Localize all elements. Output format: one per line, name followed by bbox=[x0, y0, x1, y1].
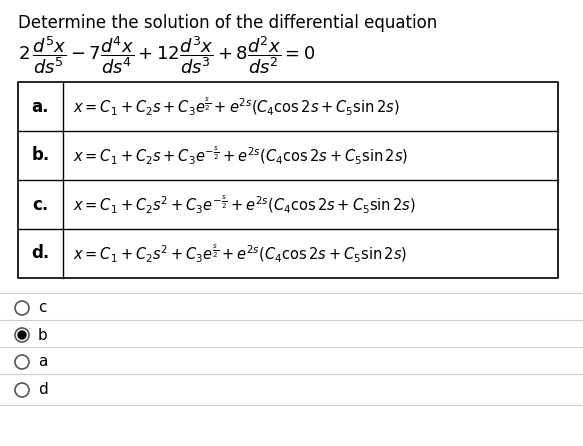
Circle shape bbox=[15, 301, 29, 315]
Text: $x = C_1 + C_2s + C_3e^{\frac{s}{2}} + e^{2s}(C_4\cos2s + C_5\sin2s)$: $x = C_1 + C_2s + C_3e^{\frac{s}{2}} + e… bbox=[73, 95, 399, 117]
Text: a: a bbox=[38, 355, 47, 369]
Text: b.: b. bbox=[31, 146, 50, 165]
FancyBboxPatch shape bbox=[18, 82, 558, 278]
Text: c.: c. bbox=[33, 195, 48, 214]
Text: Determine the solution of the differential equation: Determine the solution of the differenti… bbox=[18, 14, 437, 32]
Text: c: c bbox=[38, 301, 47, 315]
Text: a.: a. bbox=[31, 98, 49, 116]
Text: b: b bbox=[38, 327, 48, 343]
Circle shape bbox=[18, 331, 26, 339]
Text: $x = C_1 + C_2s^2 + C_3e^{\frac{s}{2}} + e^{2s}(C_4\cos2s + C_5\sin2s)$: $x = C_1 + C_2s^2 + C_3e^{\frac{s}{2}} +… bbox=[73, 243, 408, 264]
Text: $2\,\dfrac{d^5x}{ds^5} - 7\dfrac{d^4x}{ds^4} + 12\dfrac{d^3x}{ds^3} + 8\dfrac{d^: $2\,\dfrac{d^5x}{ds^5} - 7\dfrac{d^4x}{d… bbox=[18, 34, 315, 76]
Text: d: d bbox=[38, 383, 48, 397]
Circle shape bbox=[15, 328, 29, 342]
Text: $x = C_1 + C_2s + C_3e^{-\frac{s}{2}} + e^{2s}(C_4\cos2s + C_5\sin2s)$: $x = C_1 + C_2s + C_3e^{-\frac{s}{2}} + … bbox=[73, 145, 408, 166]
Circle shape bbox=[15, 355, 29, 369]
Text: $x = C_1 + C_2s^2 + C_3e^{-\frac{s}{2}} + e^{2s}(C_4\cos2s + C_5\sin2s)$: $x = C_1 + C_2s^2 + C_3e^{-\frac{s}{2}} … bbox=[73, 194, 416, 215]
Text: d.: d. bbox=[31, 244, 50, 263]
Circle shape bbox=[15, 383, 29, 397]
